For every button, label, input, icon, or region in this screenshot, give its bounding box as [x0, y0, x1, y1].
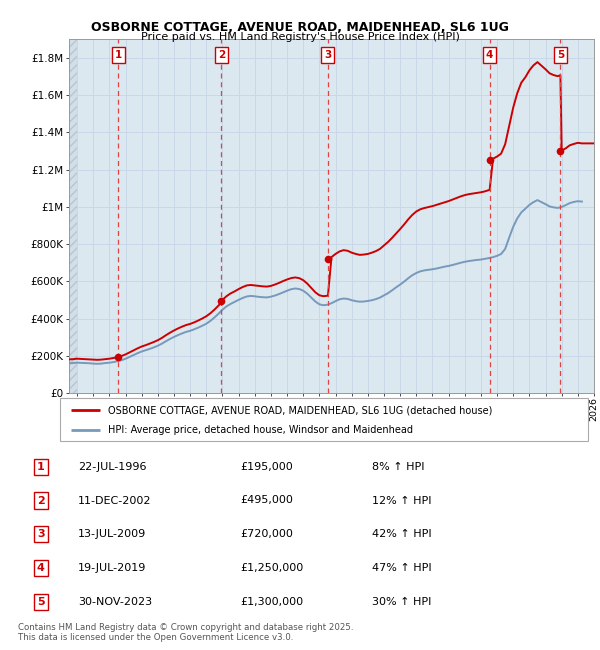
Text: 13-JUL-2009: 13-JUL-2009 [78, 529, 146, 539]
Text: 1: 1 [115, 50, 122, 60]
Text: Contains HM Land Registry data © Crown copyright and database right 2025.
This d: Contains HM Land Registry data © Crown c… [18, 623, 353, 642]
Text: 22-JUL-1996: 22-JUL-1996 [78, 462, 146, 472]
Text: 12% ↑ HPI: 12% ↑ HPI [372, 495, 431, 506]
Text: 4: 4 [486, 50, 493, 60]
Text: 47% ↑ HPI: 47% ↑ HPI [372, 563, 431, 573]
Text: 30-NOV-2023: 30-NOV-2023 [78, 597, 152, 607]
Text: 5: 5 [37, 597, 44, 607]
Text: £1,250,000: £1,250,000 [240, 563, 303, 573]
Text: OSBORNE COTTAGE, AVENUE ROAD, MAIDENHEAD, SL6 1UG: OSBORNE COTTAGE, AVENUE ROAD, MAIDENHEAD… [91, 21, 509, 34]
Text: £195,000: £195,000 [240, 462, 293, 472]
Text: 3: 3 [37, 529, 44, 539]
Text: 19-JUL-2019: 19-JUL-2019 [78, 563, 146, 573]
Text: 8% ↑ HPI: 8% ↑ HPI [372, 462, 425, 472]
Text: £1,300,000: £1,300,000 [240, 597, 303, 607]
Text: 4: 4 [37, 563, 45, 573]
Text: OSBORNE COTTAGE, AVENUE ROAD, MAIDENHEAD, SL6 1UG (detached house): OSBORNE COTTAGE, AVENUE ROAD, MAIDENHEAD… [107, 406, 492, 415]
Text: 1: 1 [37, 462, 44, 472]
Text: 11-DEC-2002: 11-DEC-2002 [78, 495, 151, 506]
Text: HPI: Average price, detached house, Windsor and Maidenhead: HPI: Average price, detached house, Wind… [107, 425, 413, 435]
Text: 5: 5 [557, 50, 564, 60]
Text: 30% ↑ HPI: 30% ↑ HPI [372, 597, 431, 607]
Text: £495,000: £495,000 [240, 495, 293, 506]
Text: 2: 2 [37, 495, 44, 506]
Text: 2: 2 [218, 50, 225, 60]
Text: £720,000: £720,000 [240, 529, 293, 539]
Text: 42% ↑ HPI: 42% ↑ HPI [372, 529, 431, 539]
Text: Price paid vs. HM Land Registry's House Price Index (HPI): Price paid vs. HM Land Registry's House … [140, 32, 460, 42]
Text: 3: 3 [325, 50, 332, 60]
